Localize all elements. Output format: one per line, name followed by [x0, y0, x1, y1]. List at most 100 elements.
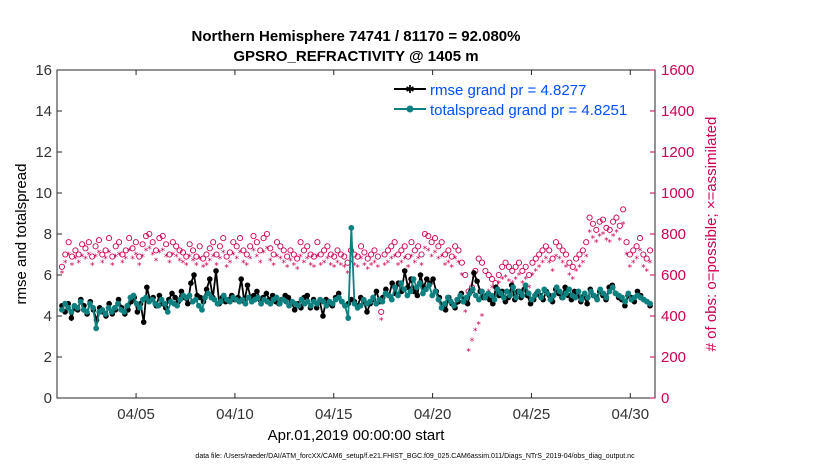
- totalspread-point: [255, 294, 261, 301]
- obs-possible-point: [647, 247, 654, 254]
- obs-possible-point: [68, 253, 76, 260]
- obs-assimilated-point: *: [281, 259, 286, 269]
- obs-assimilated-point: *: [197, 255, 202, 265]
- obs-assimilated-point: *: [433, 249, 438, 259]
- totalspread-point: [242, 300, 249, 307]
- totalspread-point: [401, 286, 408, 293]
- totalspread-point: [457, 292, 464, 299]
- obs-assimilated-point: *: [614, 228, 619, 238]
- totalspread-point: [482, 294, 489, 301]
- obs-assimilated-point: *: [271, 261, 276, 271]
- obs-possible-point: [354, 253, 361, 260]
- obs-possible-point: [442, 251, 449, 258]
- obs-possible-point: [368, 251, 375, 258]
- obs-possible-point: [381, 251, 388, 258]
- rmse-point: [464, 300, 471, 307]
- legend-spread-marker: [406, 105, 414, 113]
- obs-assimilated-point: *: [285, 263, 290, 273]
- obs-possible-point: [179, 249, 186, 256]
- obs-possible-point: [505, 263, 512, 270]
- obs-possible-point: [357, 243, 365, 250]
- obs-possible-point: [576, 251, 583, 258]
- obs-possible-point: [623, 239, 630, 246]
- obs-possible-point: [394, 251, 402, 258]
- obs-possible-point: [391, 239, 398, 246]
- obs-possible-point: [294, 255, 301, 262]
- totalspread-point: [158, 296, 165, 303]
- totalspread-point: [298, 296, 305, 303]
- obs-assimilated-point: *: [93, 253, 98, 263]
- obs-assimilated-point: *: [157, 249, 162, 259]
- obs-possible-point: [593, 226, 600, 233]
- obs-possible-point: [589, 220, 596, 227]
- obs-possible-point: [388, 243, 395, 250]
- obs-possible-point: [438, 239, 445, 246]
- y-right-tick-label: 400: [661, 308, 686, 325]
- totalspread-point: [102, 311, 109, 317]
- obs-possible-point: [485, 271, 492, 279]
- obs-possible-point: [626, 251, 633, 258]
- obs-possible-point: [425, 232, 432, 240]
- y-right-tick-label: 1200: [661, 144, 694, 161]
- obs-assimilated-point: *: [208, 257, 213, 267]
- rmse-point: [140, 319, 147, 325]
- rmse-point: [423, 276, 430, 282]
- obs-possible-point: [116, 239, 123, 246]
- obs-assimilated-point: *: [268, 257, 273, 267]
- totalspread-point: [609, 284, 616, 291]
- totalspread-point: [111, 304, 118, 311]
- obs-assimilated-point: *: [607, 239, 612, 249]
- totalspread-point: [77, 298, 84, 305]
- obs-possible-point: [196, 243, 203, 250]
- obs-assimilated-point: *: [76, 259, 81, 269]
- totalspread-point: [504, 288, 510, 295]
- totalspread-point: [588, 288, 594, 295]
- obs-assimilated-point: *: [345, 269, 350, 279]
- obs-assimilated-point: *: [604, 237, 609, 247]
- obs-assimilated-point: *: [238, 249, 243, 259]
- obs-assimilated-point: *: [480, 313, 485, 323]
- obs-assimilated-point: *: [352, 261, 357, 271]
- obs-possible-point: [374, 253, 381, 260]
- totalspread-point: [220, 292, 227, 299]
- totalspread-point: [143, 294, 149, 301]
- y-right-tick-label: 800: [661, 226, 686, 243]
- totalspread-point: [556, 288, 563, 295]
- obs-assimilated-point: *: [453, 255, 458, 265]
- obs-assimilated-point: *: [369, 261, 374, 271]
- totalspread-point: [560, 294, 566, 301]
- obs-assimilated-point: *: [419, 261, 424, 271]
- totalspread-point: [553, 284, 560, 291]
- totalspread-point: [186, 292, 193, 299]
- obs-possible-point: [620, 206, 627, 213]
- totalspread-point: [404, 292, 411, 299]
- rmse-point: [213, 268, 219, 274]
- obs-assimilated-point: *: [507, 278, 512, 288]
- rmse-point: [197, 294, 204, 301]
- rmse-point: [622, 302, 628, 309]
- obs-possible-point: [75, 251, 82, 258]
- totalspread-point: [413, 284, 420, 291]
- totalspread-point: [174, 302, 180, 309]
- obs-assimilated-point: *: [591, 235, 596, 245]
- totalspread-point: [488, 292, 495, 299]
- obs-possible-point: [455, 247, 462, 254]
- obs-assimilated-point: *: [389, 255, 394, 265]
- obs-possible-point: [263, 230, 270, 238]
- obs-assimilated-point: *: [386, 259, 391, 269]
- obs-assimilated-point: *: [288, 257, 293, 267]
- obs-assimilated-point: *: [147, 245, 152, 255]
- y-axis-right: 0 200 400 600 800 1000 1200 1400 1600: [650, 62, 694, 407]
- obs-possible-point: [260, 235, 267, 242]
- obs-assimilated-point: *: [218, 255, 223, 265]
- obs-possible-point: [411, 247, 418, 254]
- obs-possible-point: [142, 232, 150, 240]
- obs-assimilated-point: *: [154, 257, 159, 267]
- totalspread-point: [286, 302, 292, 309]
- obs-possible-point: [519, 267, 526, 274]
- rmse-point: [144, 284, 150, 291]
- footnote: data file: /Users/raeder/DAI/ATM_forcXX/…: [195, 453, 635, 460]
- rmse-point: [471, 270, 477, 276]
- obs-possible-point: [257, 247, 264, 254]
- obs-possible-point: [613, 214, 620, 221]
